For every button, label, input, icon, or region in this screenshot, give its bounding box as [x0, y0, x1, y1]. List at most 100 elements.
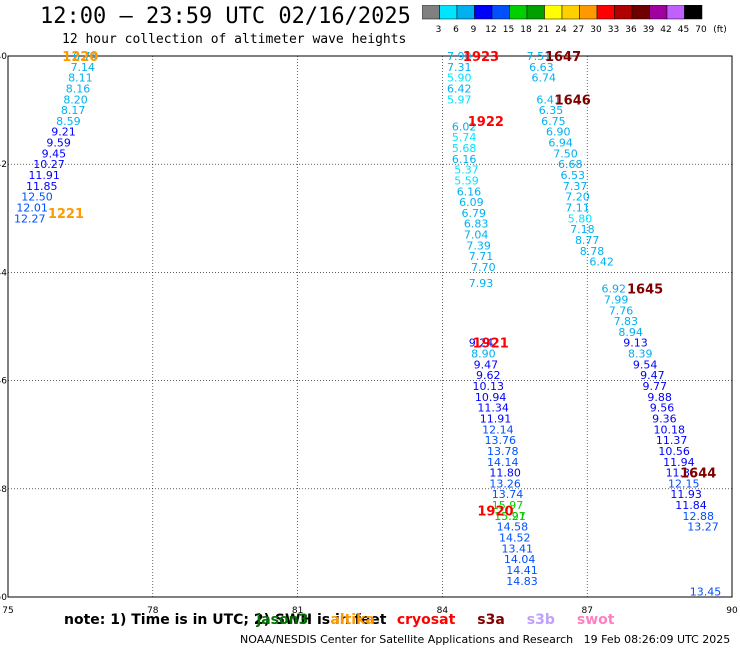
wave-height-value: 6.35	[539, 104, 564, 117]
wave-height-value: 11.34	[477, 402, 509, 415]
colorbar-swatch	[684, 5, 703, 20]
wave-height-value: 11.91	[480, 412, 512, 425]
wave-height-value: 6.92	[601, 283, 626, 296]
wave-height-value: 9.45	[42, 147, 67, 160]
wave-height-value: 11.91	[28, 169, 60, 182]
wave-height-value: 9.36	[652, 412, 677, 425]
x-tick-label: 87	[581, 606, 592, 616]
wave-height-value: 10.27	[33, 158, 65, 171]
colorbar-label: 36	[625, 25, 637, 35]
colorbar-unit: (ft)	[713, 25, 727, 35]
wave-height-value: 9.88	[647, 391, 672, 404]
wave-height-value: 6.42	[589, 256, 614, 269]
wave-height-value: 9.24	[469, 337, 494, 350]
colorbar-label: 33	[608, 25, 619, 35]
wave-height-value: 8.20	[63, 93, 88, 106]
wave-height-value: 7.20	[565, 191, 590, 204]
wave-height-value: 8.78	[580, 245, 605, 258]
wave-height-value: 6.02	[452, 120, 477, 133]
colorbar-label: 42	[660, 25, 671, 35]
wave-height-value: 7.04	[464, 229, 489, 242]
wave-height-value: 7.71	[469, 250, 494, 263]
footer-line: NOAA/NESDIS Center for Satellite Applica…	[240, 633, 730, 646]
colorbar-label: 24	[555, 25, 567, 35]
wave-height-value: 6.09	[459, 196, 484, 209]
wave-height-value: 13.74	[492, 488, 524, 501]
wave-height-value: 11.93	[670, 488, 702, 501]
colorbar-label: 39	[643, 25, 655, 35]
wave-height-value: 8.94	[618, 326, 643, 339]
wave-height-value: 5.59	[454, 174, 479, 187]
colorbar-label: 21	[538, 25, 549, 35]
wave-height-value: 6.42	[447, 82, 472, 95]
wave-height-value: 11.94	[663, 456, 695, 469]
y-tick-label: -40	[0, 52, 7, 62]
y-tick-label: -50	[0, 593, 7, 603]
wave-height-value: 10.94	[475, 391, 507, 404]
credit-text: NOAA/NESDIS Center for Satellite Applica…	[240, 633, 574, 646]
wave-height-value: 7.93	[469, 277, 494, 290]
legend-jason3: jason3	[256, 612, 309, 628]
wave-height-value: 6.74	[532, 72, 557, 85]
wave-height-value: 8.77	[575, 234, 600, 247]
wave-height-value: 5.97	[447, 93, 472, 106]
wave-height-value: 9.21	[51, 126, 76, 139]
wave-height-value: 13.78	[487, 445, 519, 458]
wave-height-value: 13.27	[687, 521, 719, 534]
note-text: note: 1) Time is in UTC; 2) SWH is in fe…	[64, 612, 387, 628]
legend-swot: swot	[576, 612, 615, 628]
wave-height-value: 14.83	[506, 575, 538, 588]
wave-height-value: 6.79	[462, 207, 487, 220]
x-tick-label: 78	[147, 606, 159, 616]
satellite-legend: jason3 altika cryosat s3a s3b swot	[256, 612, 615, 628]
wave-height-value: 11.80	[489, 467, 521, 480]
wave-height-value: 11.37	[656, 434, 688, 447]
wave-height-value: 5.90	[447, 72, 472, 85]
color-scale-legend: 3 6 9 12 15 18 21 24 27 30 33 36 39 42 45 70 (ft)	[422, 5, 727, 35]
x-tick-label: 81	[292, 606, 303, 616]
y-tick-label: -42	[0, 160, 7, 170]
wave-height-value: 6.83	[464, 218, 489, 231]
note-line: note: 1) Time is in UTC; 2) SWH is in fe…	[64, 612, 614, 628]
wave-height-value: 7.18	[570, 223, 595, 236]
wave-height-value: 7.14	[71, 61, 96, 74]
wave-height-value: 13.76	[485, 434, 517, 447]
wave-height-value: 8.16	[66, 82, 91, 95]
timestamp-text: 19 Feb 08:26:09 UTC 2025	[583, 633, 731, 646]
wave-height-value: 11.85	[26, 180, 58, 193]
wave-height-value: 5.68	[452, 142, 477, 155]
wave-height-value: 15.97	[494, 510, 526, 523]
pass-label: 1646	[555, 93, 591, 108]
wave-height-value: 9.13	[623, 337, 648, 350]
colorbar-label: 15	[503, 25, 514, 35]
pass-label: 1644	[680, 467, 716, 482]
colorbar-label: 18	[520, 25, 532, 35]
wave-height-value: 7.50	[553, 147, 578, 160]
wave-height-value: 12.50	[21, 191, 53, 204]
wave-height-value: 7.70	[471, 261, 496, 274]
wave-height-value: 13.26	[489, 477, 521, 490]
wave-height-value: 8.17	[61, 104, 86, 117]
wave-height-value: 9.77	[643, 380, 668, 393]
pass-label: 1647	[545, 50, 581, 65]
wave-height-value: 11.36	[666, 467, 698, 480]
wave-height-value: 15.21	[494, 510, 526, 523]
wave-height-value: 7.37	[563, 180, 588, 193]
legend-cryosat: cryosat	[396, 612, 456, 628]
y-tick-label: -44	[0, 268, 7, 278]
wave-height-value: 10.13	[473, 380, 505, 393]
wave-height-value: 7.11	[565, 201, 590, 214]
wave-height-value: 5.80	[568, 212, 593, 225]
wave-height-value: 12.14	[482, 423, 514, 436]
colorbar-label: 45	[678, 25, 689, 35]
page-subtitle: 12 hour collection of altimeter wave hei…	[62, 32, 407, 47]
wave-height-value: 6.90	[546, 126, 571, 139]
wave-height-value: 7.90	[447, 50, 472, 63]
wave-height-value: 12.27	[14, 212, 46, 225]
wave-height-value: 12.01	[16, 201, 48, 214]
y-tick-label: -46	[0, 377, 7, 387]
colorbar-label: 3	[436, 25, 442, 35]
wave-height-value: 14.41	[506, 564, 538, 577]
legend-s3b: s3b	[526, 612, 555, 628]
